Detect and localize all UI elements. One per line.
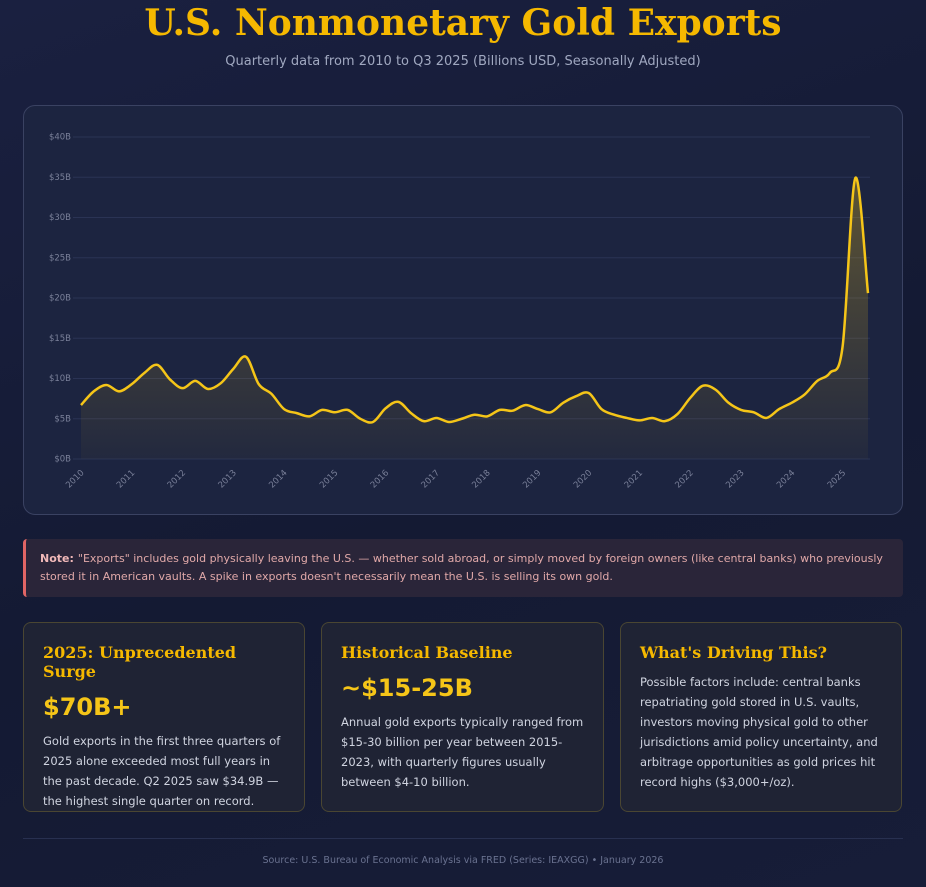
- chart-panel: $0B $5B $10B $15B $20B $25B $30B $35B $40B 2010 20…: [23, 105, 903, 515]
- y-tick-label: $0B: [54, 455, 71, 465]
- x-tick-label: 2025: [826, 468, 848, 490]
- x-tick-label: 2019: [521, 468, 543, 490]
- x-tick-label: 2016: [369, 468, 391, 490]
- x-tick-label: 2022: [673, 468, 695, 490]
- x-tick-label: 2021: [623, 468, 645, 490]
- card-body: Gold exports in the first three quarters…: [43, 734, 281, 808]
- x-tick-label: 2023: [724, 468, 746, 490]
- y-tick-label: $10B: [49, 374, 71, 384]
- y-tick-label: $40B: [49, 133, 71, 143]
- y-tick-label: $5B: [54, 414, 71, 424]
- title: U.S. Nonmonetary Gold Exports: [144, 2, 782, 44]
- card-body: Annual gold exports typically ranged fro…: [341, 715, 584, 789]
- chart: $0B $5B $10B $15B $20B $25B $30B $35B $40B 2010 20…: [49, 133, 870, 491]
- footer: Source: U.S. Bureau of Economic Analysis…: [262, 855, 664, 866]
- card-title: What's Driving This?: [640, 643, 827, 662]
- card-value: $70B+: [43, 693, 132, 721]
- x-tick-label: 2017: [420, 468, 442, 490]
- note: Note: "Exports" includes gold physically …: [23, 539, 903, 597]
- y-tick-label: $30B: [49, 213, 71, 223]
- card-body: Possible factors include: central banks …: [640, 675, 878, 789]
- x-tick-label: 2012: [166, 468, 188, 490]
- x-tick-label: 2024: [775, 468, 797, 490]
- x-tick-label: 2011: [115, 468, 137, 490]
- y-tick-label: $25B: [49, 253, 71, 263]
- card: Historical Baseline ~$15-25B Annual gold…: [321, 622, 604, 812]
- card-title: 2025: Unprecedented Surge: [43, 643, 237, 681]
- card: 2025: Unprecedented Surge $70B+ Gold exp…: [23, 622, 305, 812]
- note-label: Note:: [40, 552, 74, 565]
- x-tick-label: 2013: [216, 468, 238, 490]
- y-tick-label: $20B: [49, 294, 71, 304]
- card: What's Driving This? Possible factors in…: [620, 622, 902, 812]
- y-tick-label: $15B: [49, 334, 71, 344]
- x-tick-label: 2010: [64, 468, 86, 490]
- subtitle: Quarterly data from 2010 to Q3 2025 (Bil…: [225, 54, 701, 69]
- x-tick-label: 2015: [318, 468, 340, 490]
- x-tick-label: 2020: [572, 468, 594, 490]
- note-text: "Exports" includes gold physically leavi…: [40, 552, 883, 583]
- line: [80, 176, 870, 424]
- card-value: ~$15-25B: [341, 674, 473, 702]
- x-tick-label: 2018: [470, 468, 492, 490]
- area-fill: [81, 177, 868, 459]
- x-tick-label: 2014: [267, 468, 289, 490]
- separator: [23, 838, 903, 839]
- card-title: Historical Baseline: [341, 643, 513, 662]
- y-tick-label: $35B: [49, 173, 71, 183]
